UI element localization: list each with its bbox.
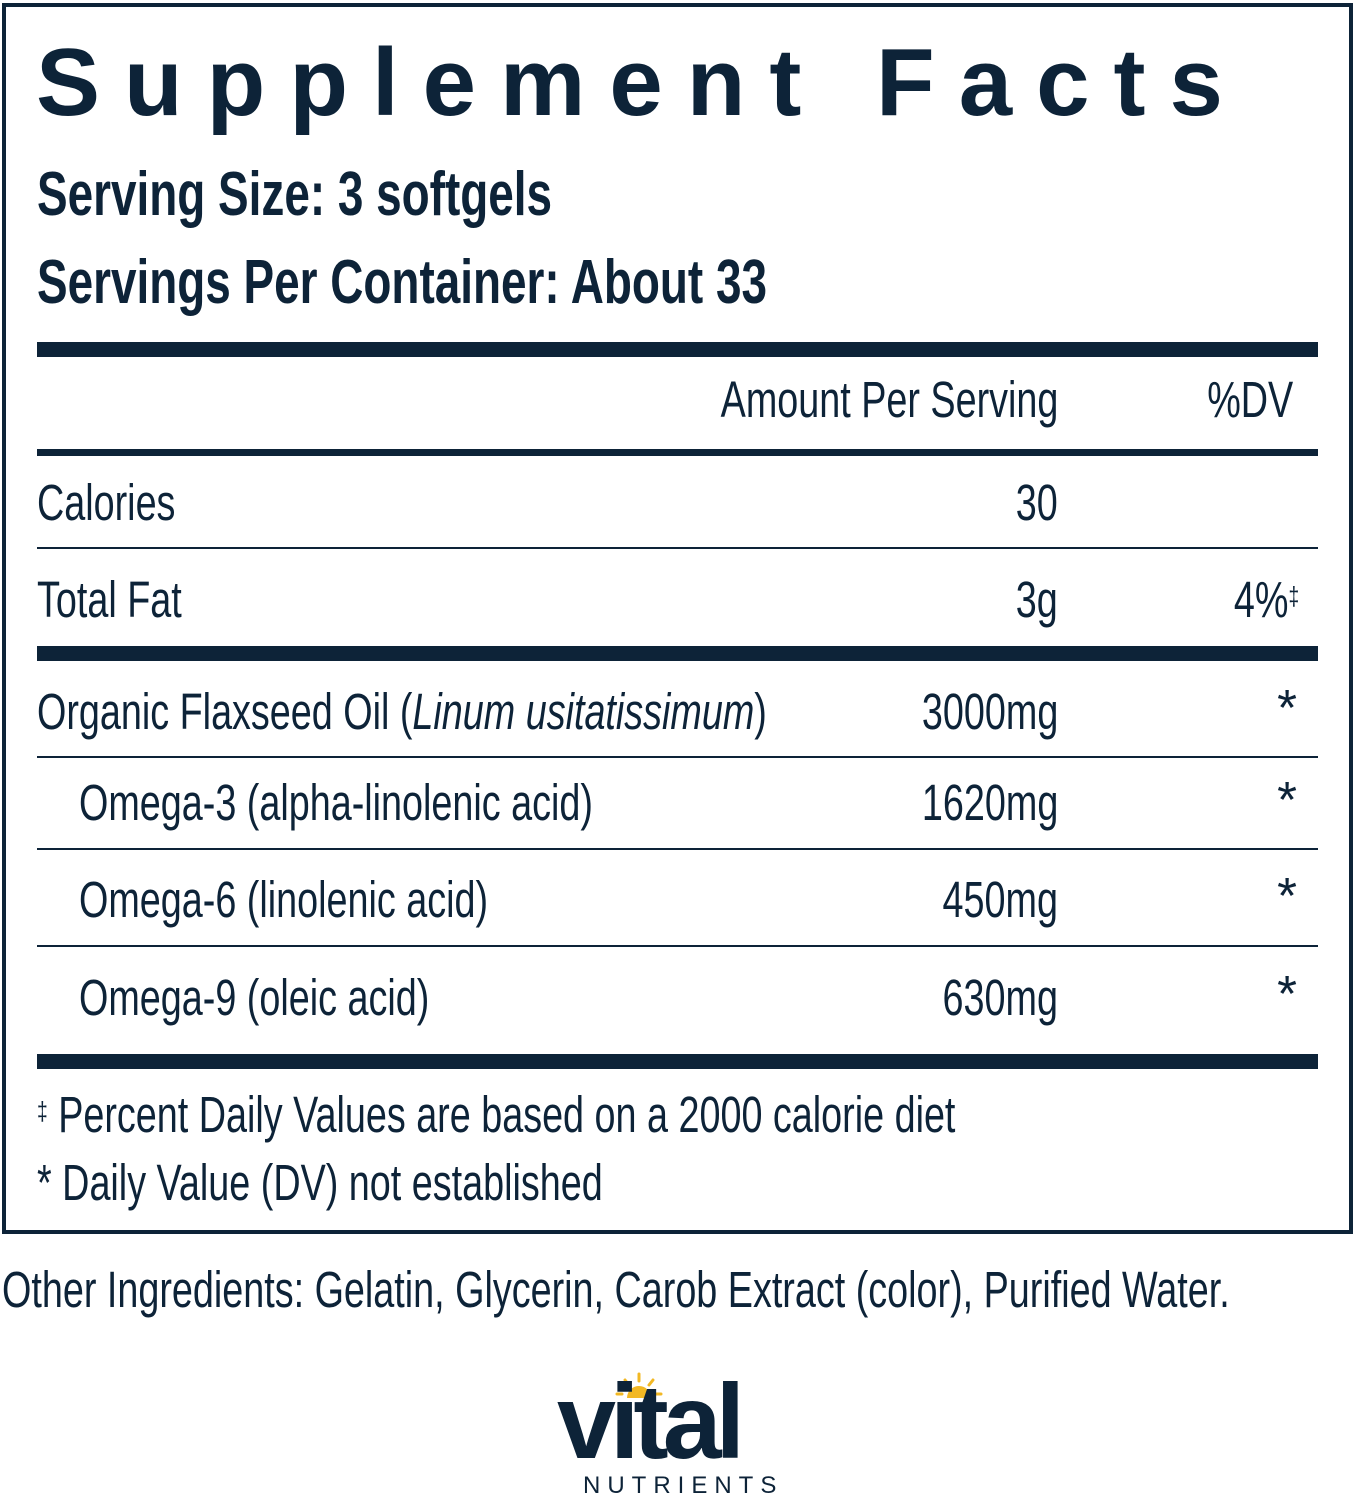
header-amount: Amount Per Serving [602,370,1058,430]
row-amount-text: 3g [1016,571,1058,628]
other-ingredients: Other Ingredients: Gelatin, Glycerin, Ca… [2,1260,1355,1320]
row-calories-amount: 30 [858,473,1058,533]
row-name-text: Omega-3 (alpha-linolenic acid) [79,774,593,831]
servings-per-container: Servings Per Container: About 33 [37,248,1023,318]
latin-name: Linum usitatissimum [412,683,755,740]
row-amount-text: 630mg [942,969,1058,1026]
row-name-text: Organic Flaxseed Oil ( [37,683,413,740]
sun-icon [615,1372,663,1398]
row-total-fat-name: Total Fat [37,570,877,630]
header-amount-text: Amount Per Serving [720,371,1058,428]
row-total-fat-dv: 4%‡ [1149,570,1299,630]
header-dv-text: %DV [1207,371,1293,428]
row-dv-text: * [1277,679,1297,736]
row-amount-text: 3000mg [921,683,1058,740]
divider-thin [37,547,1318,549]
row-amount-text: 1620mg [921,774,1058,831]
row-omega6-name: Omega-6 (linolenic acid) [79,870,859,930]
servings-per-container-text: Servings Per Container: About 33 [37,248,767,317]
row-omega3-dv: * [1147,770,1297,830]
footnote-dv-basis: ‡ Percent Daily Values are based on a 20… [37,1085,1278,1145]
row-amount-text: 450mg [942,871,1058,928]
row-omega9-dv: * [1147,964,1297,1024]
row-omega3-name: Omega-3 (alpha-linolenic acid) [79,773,859,833]
row-omega6-dv: * [1147,866,1297,926]
serving-size-text: Serving Size: 3 softgels [37,160,553,229]
serving-size: Serving Size: 3 softgels [37,160,733,230]
footnote-text: Daily Value (DV) not established [62,1154,603,1211]
asterisk-mark: * [37,1154,52,1211]
row-name-text: Omega-6 (linolenic acid) [79,871,489,928]
row-flaxseed-name: Organic Flaxseed Oil (Linum usitatissimu… [37,682,877,742]
other-ingredients-text: Other Ingredients: Gelatin, Glycerin, Ca… [2,1261,1230,1318]
row-calories-name: Calories [37,473,877,533]
divider-thin [37,945,1318,947]
divider-thin [37,848,1318,850]
row-dv-text: 4% [1233,571,1289,628]
divider-medium [37,449,1318,456]
row-total-fat-amount: 3g [858,570,1058,630]
row-dv-text: * [1277,965,1297,1022]
header-dv: %DV [1143,370,1293,430]
row-amount-text: 30 [1016,474,1058,531]
double-dagger-mark: ‡ [37,1096,48,1126]
divider-thick [37,646,1318,661]
row-dv-text: * [1277,867,1297,924]
row-flaxseed-dv: * [1147,678,1297,738]
row-name-text: Total Fat [37,571,182,628]
row-name-text: Omega-9 (oleic acid) [79,969,430,1026]
divider-thick [37,342,1318,357]
row-name-text: Calories [37,474,176,531]
brand-name: vital [557,1363,745,1481]
row-flaxseed-amount: 3000mg [858,682,1058,742]
row-dv-text: * [1277,771,1297,828]
double-dagger-mark: ‡ [1288,581,1299,611]
row-name-end: ) [754,683,767,740]
brand-logo: vital NUTRIENTS [555,1363,800,1500]
row-omega6-amount: 450mg [858,870,1058,930]
divider-thick [37,1054,1318,1069]
footnote-dv-not-established: * Daily Value (DV) not established [37,1153,801,1213]
footnote-text: Percent Daily Values are based on a 2000… [58,1086,956,1143]
row-omega9-amount: 630mg [858,968,1058,1028]
panel-title: Supplement Facts [36,29,1247,136]
row-omega3-amount: 1620mg [858,773,1058,833]
brand-sub: NUTRIENTS [583,1472,784,1499]
row-omega9-name: Omega-9 (oleic acid) [79,968,859,1028]
divider-thin [37,756,1318,758]
supplement-facts-panel [2,3,1353,1234]
